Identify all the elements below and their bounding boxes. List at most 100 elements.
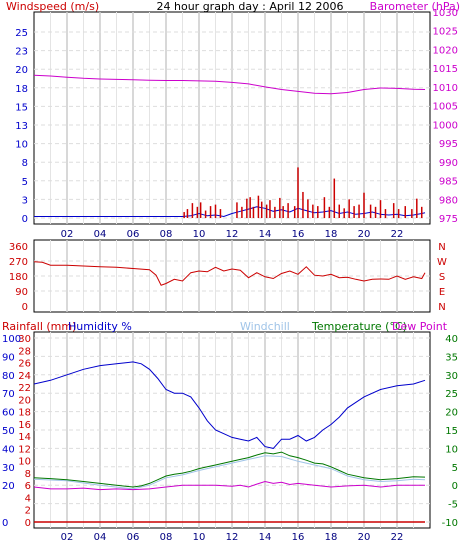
- p1-xtick-12: 12: [226, 229, 239, 240]
- barometer-label: Barometer (hPa): [370, 0, 460, 13]
- humidity-label: Humidity %: [68, 320, 132, 333]
- dynamic-layer: 0358101315182023259759809859909951000100…: [2, 8, 458, 543]
- p3-xtick-12: 12: [226, 532, 239, 543]
- rain-tick-15: 30: [18, 334, 31, 345]
- temperature-label: Temperature (°C): [311, 320, 407, 333]
- rain-tick-5: 10: [18, 457, 31, 468]
- windspeed-tick-0: 0: [22, 214, 28, 225]
- p3-xtick-18: 18: [325, 532, 338, 543]
- windspeed-avg-line: [34, 206, 426, 218]
- p3-xtick-20: 20: [358, 532, 371, 543]
- p1-xtick-16: 16: [292, 229, 305, 240]
- windspeed-tick-7: 18: [15, 84, 28, 95]
- p1-xtick-06: 06: [127, 229, 140, 240]
- temperature-tick-10: 40: [445, 334, 458, 345]
- p3-xtick-16: 16: [292, 532, 305, 543]
- rain-tick-4: 8: [25, 469, 31, 480]
- direction-tick-3: 270: [9, 257, 28, 268]
- p1-xtick-08: 08: [160, 229, 173, 240]
- temperature-tick-5: 15: [445, 426, 458, 437]
- windspeed-label: Windspeed (m/s): [6, 0, 99, 13]
- pressure-line: [33, 74, 426, 95]
- windspeed-tick-5: 13: [15, 121, 28, 132]
- temperature-tick-9: 35: [445, 352, 458, 363]
- barometer-tick-2: 985: [439, 177, 458, 188]
- humidity-tick-8: 100: [2, 334, 21, 345]
- direction-tick-0: 0: [22, 302, 28, 313]
- direction-tick-4: 360: [9, 242, 28, 253]
- windspeed-tick-6: 15: [15, 102, 28, 113]
- compass-tick-0: N: [438, 302, 445, 313]
- humidity-tick-7: 90: [2, 352, 15, 363]
- humidity-tick-zero: 0: [2, 518, 8, 529]
- p3-xtick-08: 08: [160, 532, 173, 543]
- humidity-tick-4: 60: [2, 408, 15, 419]
- windspeed-tick-1: 3: [22, 195, 28, 206]
- p3-xtick-06: 06: [127, 532, 140, 543]
- direction-tick-2: 180: [9, 272, 28, 283]
- barometer-tick-6: 1005: [433, 102, 458, 113]
- p1-xtick-14: 14: [259, 229, 272, 240]
- temperature-tick-2: 0: [452, 481, 458, 492]
- humidity-tick-5: 70: [2, 389, 15, 400]
- temperature-tick-8: 30: [445, 371, 458, 382]
- rain-tick-7: 14: [18, 432, 31, 443]
- barometer-tick-3: 990: [439, 158, 458, 169]
- humidity-tick-1: 30: [2, 463, 15, 474]
- rainfall-label: Rainfall (mm): [2, 320, 76, 333]
- barometer-tick-11: 1030: [433, 8, 458, 19]
- rain-tick-0: 0: [25, 518, 31, 529]
- temperature-tick-3: 5: [452, 463, 458, 474]
- p1-xtick-10: 10: [193, 229, 206, 240]
- windspeed-tick-8: 20: [15, 65, 28, 76]
- p1-xtick-04: 04: [94, 229, 107, 240]
- barometer-tick-9: 1020: [433, 45, 458, 56]
- rain-tick-11: 22: [18, 383, 31, 394]
- direction-tick-1: 90: [15, 287, 28, 298]
- temperature-tick-4: 10: [445, 444, 458, 455]
- dewpoint-label: Dew Point: [392, 320, 448, 333]
- compass-tick-4: N: [438, 242, 445, 253]
- p1-xtick-20: 20: [358, 229, 371, 240]
- rain-tick-10: 20: [18, 395, 31, 406]
- compass-tick-1: E: [439, 287, 445, 298]
- rain-tick-14: 28: [18, 346, 31, 357]
- temperature-tick-6: 20: [445, 408, 458, 419]
- temperature-line: [33, 451, 426, 488]
- windspeed-tick-2: 5: [22, 177, 28, 188]
- rain-tick-12: 24: [18, 371, 31, 382]
- compass-tick-3: W: [437, 257, 447, 268]
- barometer-tick-10: 1025: [433, 27, 458, 38]
- p1-xtick-22: 22: [391, 229, 404, 240]
- compass-tick-2: S: [439, 272, 445, 283]
- p3-xtick-10: 10: [193, 532, 206, 543]
- barometer-tick-4: 995: [439, 139, 458, 150]
- temperature-tick-0: -10: [442, 518, 458, 529]
- temperature-tick-7: 25: [445, 389, 458, 400]
- humidity-tick-3: 50: [2, 426, 15, 437]
- p3-xtick-14: 14: [259, 532, 272, 543]
- humidity-tick-6: 80: [2, 371, 15, 382]
- windspeed-tick-9: 23: [15, 47, 28, 58]
- rain-tick-9: 18: [18, 408, 31, 419]
- windspeed-tick-4: 10: [15, 140, 28, 151]
- barometer-tick-7: 1010: [433, 83, 458, 94]
- p1-xtick-02: 02: [61, 229, 74, 240]
- rain-tick-1: 2: [25, 506, 31, 517]
- rain-tick-2: 4: [25, 493, 31, 504]
- chart-title: 24 hour graph day : April 12 2006: [157, 0, 344, 13]
- rain-tick-6: 12: [18, 444, 31, 455]
- dewpoint-line: [33, 480, 425, 491]
- windspeed-tick-10: 25: [15, 28, 28, 39]
- rain-tick-8: 16: [18, 420, 31, 431]
- humidity-tick-2: 40: [2, 444, 15, 455]
- humidity-tick-0: 20: [2, 481, 15, 492]
- windspeed-tick-3: 8: [22, 158, 28, 169]
- humidity-line: [33, 361, 426, 449]
- windchill-line: [33, 455, 426, 490]
- barometer-tick-1: 980: [439, 195, 458, 206]
- p3-xtick-02: 02: [61, 532, 74, 543]
- barometer-tick-8: 1015: [433, 64, 458, 75]
- barometer-tick-5: 1000: [433, 120, 458, 131]
- p3-xtick-22: 22: [391, 532, 404, 543]
